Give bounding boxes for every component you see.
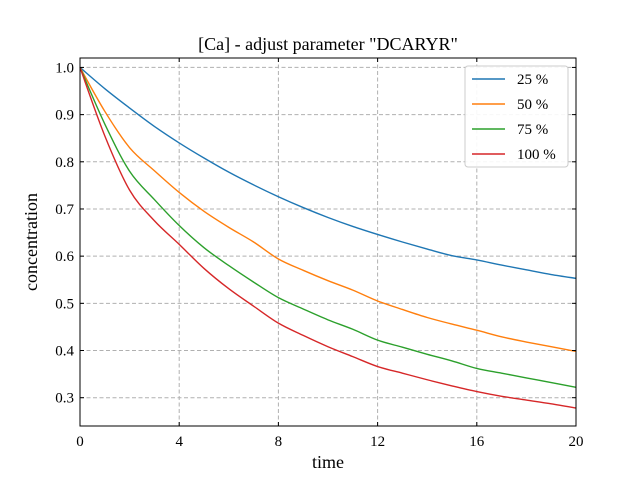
series-line-2: [79, 67, 577, 353]
x-axis-label: time: [312, 452, 344, 472]
y-tick-label: 0.5: [55, 296, 74, 312]
chart-title: [Ca] - adjust parameter "DCARYR": [198, 34, 458, 54]
series-layer: [79, 66, 577, 409]
x-tick-label: 12: [370, 434, 385, 450]
grid-layer: [80, 58, 576, 426]
y-tick-label: 0.4: [55, 344, 74, 360]
x-tick-label: 20: [569, 434, 584, 450]
tick-layer: 0 4 8 12 16 20 0.3 0.4 0.5 0.6 0.7 0.8 0.9 1.0: [55, 58, 584, 450]
x-tick-label: 0: [76, 434, 84, 450]
x-tick-label: 4: [175, 434, 183, 450]
y-tick-label: 0.6: [55, 249, 74, 265]
series-line-1: [79, 66, 577, 280]
y-tick-label: 0.7: [55, 202, 74, 218]
x-tick-label: 8: [275, 434, 283, 450]
y-tick-label: 0.9: [55, 108, 74, 124]
series-line-4: [79, 67, 577, 409]
y-tick-label: 0.3: [55, 391, 74, 407]
legend-label-4: 100 %: [517, 147, 556, 163]
plot-frame: [79, 57, 577, 427]
legend: 25 % 50 % 75 % 100 %: [464, 65, 569, 168]
legend-label-2: 50 %: [517, 97, 548, 113]
x-tick-label: 16: [469, 434, 485, 450]
y-tick-label: 1.0: [55, 60, 74, 76]
legend-box: [464, 65, 569, 168]
series-line-3: [79, 67, 577, 388]
y-axis-label: concentration: [21, 193, 41, 291]
legend-label-1: 25 %: [517, 72, 548, 88]
legend-label-3: 75 %: [517, 122, 548, 138]
y-tick-label: 0.8: [55, 155, 74, 171]
